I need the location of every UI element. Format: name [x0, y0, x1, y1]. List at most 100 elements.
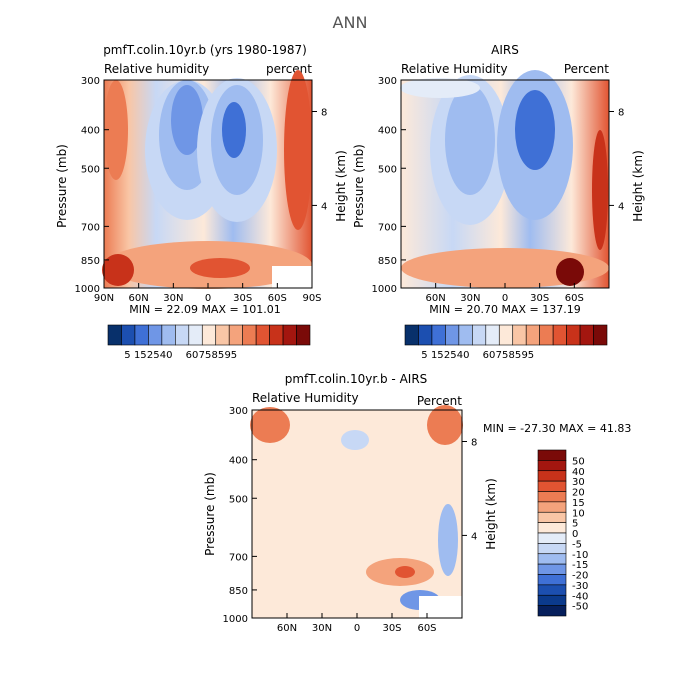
x-tick-label: 90S	[302, 293, 321, 304]
y-tick-label: 1000	[223, 614, 248, 625]
colorbar-swatch	[228, 324, 243, 346]
colorbar-absolute-left: 5 15 25 40 60 75 85 95	[107, 324, 311, 361]
colorbar-swatch	[537, 511, 567, 523]
colorbar-label: 15	[134, 350, 147, 361]
colorbar-swatch	[537, 460, 567, 472]
colorbar-swatch	[579, 324, 594, 346]
panel-right-label: Percent	[417, 394, 462, 408]
colorbar-swatch	[512, 324, 527, 346]
colorbar-label: 15	[431, 350, 444, 361]
x-tick-label: 0	[354, 623, 360, 634]
contour-blob	[284, 70, 312, 230]
y-tick-label: 500	[378, 164, 397, 175]
panel-title: AIRS	[491, 43, 519, 57]
colorbar-swatch	[537, 449, 567, 461]
x-tick-label: 90N	[94, 293, 114, 304]
y2-axis-title: Height (km)	[631, 150, 645, 221]
colorbar-label: -5	[572, 539, 582, 550]
colorbar-swatch	[498, 324, 514, 346]
colorbar-label: -40	[572, 591, 588, 602]
colorbar-swatch	[107, 324, 122, 346]
colorbar-swatch	[485, 324, 500, 346]
colorbar-swatch	[537, 563, 567, 575]
colorbar-swatch	[537, 480, 567, 492]
y2-tick-label: 4	[618, 201, 624, 212]
colorbar-swatch	[445, 324, 460, 346]
colorbar-swatch	[593, 324, 608, 346]
y-tick-label: 850	[378, 256, 397, 267]
colorbar-swatch	[201, 324, 217, 346]
y2-tick-label: 8	[618, 107, 624, 118]
y-tick-label: 700	[229, 552, 248, 563]
y-tick-label: 700	[81, 222, 100, 233]
y-tick-label: 300	[81, 76, 100, 87]
colorbar-swatch	[537, 605, 567, 617]
y-axis-title: Pressure (mb)	[55, 144, 69, 228]
x-tick-label: 30N	[460, 293, 480, 304]
colorbar-swatch	[525, 324, 540, 346]
stats-readout: MIN = 22.09 MAX = 101.01	[129, 303, 280, 316]
contour-blob	[395, 566, 415, 578]
y-tick-label: 300	[229, 406, 248, 417]
colorbar-label: -50	[572, 602, 588, 613]
y-tick-label: 400	[229, 456, 248, 467]
contour-blob	[401, 248, 609, 288]
contour-blob	[427, 405, 463, 445]
x-tick-label: 60N	[426, 293, 446, 304]
figure-title: ANN	[333, 13, 368, 32]
y-tick-label: 400	[378, 126, 397, 137]
colorbar-swatch	[175, 324, 190, 346]
colorbar-label: -20	[572, 571, 588, 582]
colorbar-swatch	[121, 324, 136, 346]
colorbar-absolute-right: 5 15 25 40 60 75 85 95	[404, 324, 608, 361]
colorbar-label: 95	[521, 350, 534, 361]
colorbar-label: 25	[444, 350, 457, 361]
contour-blob	[190, 258, 250, 278]
contour-blob	[171, 85, 203, 155]
colorbar-swatch	[418, 324, 433, 346]
colorbar-swatch	[537, 522, 567, 534]
x-tick-label: 60S	[268, 293, 287, 304]
x-tick-label: 30S	[233, 293, 252, 304]
x-tick-label: 60S	[417, 623, 436, 634]
colorbar-swatch	[148, 324, 163, 346]
colorbar-swatch	[282, 324, 297, 346]
colorbar-label: 40	[457, 350, 470, 361]
y2-axis-title: Height (km)	[484, 478, 498, 549]
y-tick-label: 1000	[75, 284, 100, 295]
colorbar-label: 15	[572, 498, 585, 509]
panel-difference: pmfT.colin.10yr.b - AIRS Relative Humidi…	[203, 372, 631, 634]
colorbar-label: -15	[572, 560, 588, 571]
x-tick-label: 30N	[163, 293, 183, 304]
colorbar-swatch	[134, 324, 149, 346]
x-tick-label: 60N	[277, 623, 297, 634]
y-tick-label: 850	[229, 586, 248, 597]
colorbar-swatch	[242, 324, 257, 346]
colorbar-label: 0	[572, 529, 578, 540]
colorbar-swatch	[255, 324, 270, 346]
panel-model: pmfT.colin.10yr.b (yrs 1980-1987) Relati…	[55, 43, 348, 316]
colorbar-swatch	[161, 324, 176, 346]
contour-blob	[515, 90, 555, 170]
contour-blob	[104, 80, 128, 180]
colorbar-label: 60	[186, 350, 199, 361]
colorbar-label: 50	[572, 456, 585, 467]
colorbar-swatch	[566, 324, 581, 346]
colorbar-swatch	[269, 324, 284, 346]
axes: 300 400 500 700 850 1000 60N 30N 0 30S 60S 8 4	[223, 406, 478, 634]
colorbar-label: 5	[124, 350, 130, 361]
contour-blob	[438, 504, 458, 576]
x-tick-label: 60S	[565, 293, 584, 304]
colorbar-swatch	[537, 553, 567, 565]
y-tick-label: 850	[81, 256, 100, 267]
colorbar-swatch	[296, 324, 311, 346]
colorbar-swatch	[215, 324, 230, 346]
panel-left-label: Relative humidity	[104, 62, 209, 76]
colorbar-label: 75	[496, 350, 509, 361]
colorbar-swatch	[537, 470, 567, 482]
x-tick-label: 30S	[382, 623, 401, 634]
colorbar-label: 40	[160, 350, 173, 361]
panel-right-label: Percent	[564, 62, 609, 76]
colorbar-label: 5	[421, 350, 427, 361]
